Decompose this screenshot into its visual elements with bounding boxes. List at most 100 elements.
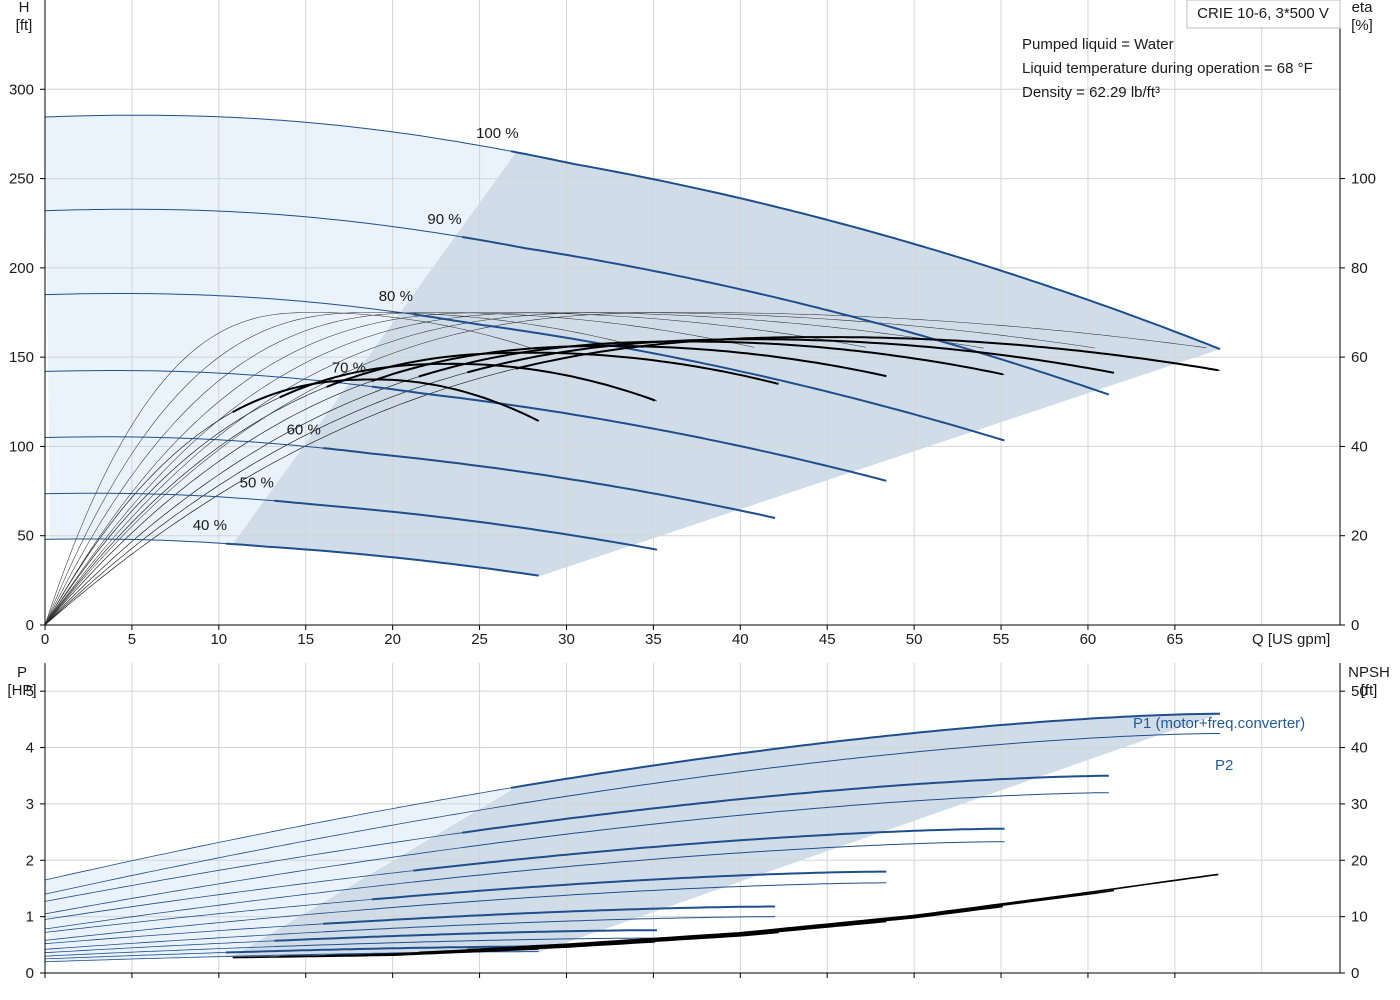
info-line-liquid: Pumped liquid = Water [1022, 36, 1174, 53]
p1-curve-thick [225, 945, 539, 954]
head-curve-thin [44, 208, 463, 238]
head-curve-label: 40 % [193, 517, 227, 534]
p1-curve-thick [510, 712, 1221, 789]
y-tick-label-left-top: 250 [9, 171, 34, 188]
y-right-label-bottom-2: [ft] [1361, 682, 1378, 699]
y-tick-label-left-top: 50 [17, 528, 34, 545]
y-tick-label-left-top: 0 [26, 617, 34, 634]
y-tick-label-left-bottom: 5 [26, 683, 34, 700]
p2-curve-thick [371, 882, 887, 910]
x-tick-label: 35 [645, 631, 662, 648]
eta-iso-thin-curve [44, 312, 984, 626]
y-tick-label-left-bottom: 2 [26, 852, 34, 869]
head-curve-thin [44, 370, 372, 388]
y-tick-label-right-top: 40 [1351, 438, 1368, 455]
x-tick-label: 25 [471, 631, 488, 648]
p2-curve-thick [462, 792, 1109, 849]
npsh-curve [232, 948, 539, 959]
head-curve-label: 90 % [427, 211, 461, 228]
x-tick-label: 10 [210, 631, 227, 648]
x-tick-label: 30 [558, 631, 575, 648]
p2-curve-thin [44, 908, 372, 941]
chart-overlay: CRIE 10-6, 3*500 V Pumped liquid = Water… [7, 0, 1390, 774]
x-tick-label: 65 [1167, 631, 1184, 648]
head-curve-thick [225, 542, 539, 577]
y-tick-label-right-bottom: 10 [1351, 909, 1368, 926]
head-curve-thick [371, 385, 887, 482]
y-tick-label-left-bottom: 0 [26, 965, 34, 982]
y-left-label-top-2: [ft] [16, 17, 33, 34]
y-tick-label-right-bottom: 40 [1351, 740, 1368, 757]
p1-curve-thick [371, 870, 887, 901]
y-right-label-top-1: eta [1352, 0, 1374, 16]
y-tick-label-left-bottom: 1 [26, 909, 34, 926]
eta-iso-thin-curve [44, 312, 1095, 626]
p1-curve-thin [44, 923, 324, 945]
eta-iso-thin-curve [44, 312, 644, 626]
y-tick-label-right-top: 20 [1351, 528, 1368, 545]
light-region [45, 115, 517, 545]
y-tick-label-right-top: 0 [1351, 617, 1359, 634]
info-line-density: Density = 62.29 lb/ft³ [1022, 84, 1160, 101]
y-left-label-top-1: H [19, 0, 30, 16]
x-tick-label: 50 [906, 631, 923, 648]
head-curve-thick [413, 313, 1005, 442]
eta-iso-thin-curve [44, 312, 866, 626]
model-label: CRIE 10-6, 3*500 V [1197, 5, 1329, 22]
head-curve-label: 50 % [240, 474, 274, 491]
head-curve-thin [44, 436, 324, 449]
y-tick-label-right-top: 100 [1351, 171, 1376, 188]
head-curve-thin [44, 492, 275, 502]
x-tick-label: 40 [732, 631, 749, 648]
p1-curve-thick [462, 774, 1109, 834]
x-tick-label: 60 [1080, 631, 1097, 648]
y-tick-label-right-bottom: 0 [1351, 965, 1359, 982]
head-efficiency-panel: 100 %90 %80 %70 %60 %50 %40 %0 5 10 15 20 25 3… [9, 0, 1376, 648]
head-curve-thin [44, 293, 414, 315]
p2-curve-thin [44, 931, 324, 950]
y-left-label-bottom-1: P [17, 664, 27, 681]
eta-curve [371, 345, 887, 383]
x-tick-label: 0 [41, 631, 49, 648]
eta-iso-thin-curve [44, 312, 532, 626]
y-left-label-bottom-2: [HP] [7, 682, 36, 699]
y-tick-label-left-top: 200 [9, 260, 34, 277]
eta-curve [467, 338, 1115, 374]
head-curve-thick [323, 447, 776, 519]
x-tick-label: 20 [384, 631, 401, 648]
x-tick-label: 15 [297, 631, 314, 648]
eta-iso-thin-curve [44, 312, 755, 626]
y-tick-label-right-bottom: 50 [1351, 683, 1368, 700]
x-tick-label: 5 [128, 631, 136, 648]
info-line-temperature: Liquid temperature during operation = 68… [1022, 60, 1313, 77]
y-tick-label-right-top: 80 [1351, 260, 1368, 277]
eta-curve [232, 378, 540, 422]
p1-curve-thin [44, 899, 372, 933]
p2-curve-thick [274, 937, 657, 948]
model-box [1186, 0, 1341, 29]
y-tick-label-left-top: 150 [9, 349, 34, 366]
head-curve-label: 80 % [379, 288, 413, 305]
p1-curve-thin [44, 832, 463, 902]
p1-curve-thick [274, 929, 657, 942]
y-tick-label-left-top: 300 [9, 81, 34, 98]
eta-curve [326, 351, 779, 388]
p2-curve-thin [44, 946, 275, 957]
y-tick-label-right-bottom: 20 [1351, 852, 1368, 869]
y-tick-label-left-top: 100 [9, 438, 34, 455]
p2-curve-thick [323, 916, 776, 933]
head-curve-label: 60 % [287, 421, 321, 438]
p2-curve-thin [44, 881, 414, 930]
y-tick-label-left-bottom: 3 [26, 796, 34, 813]
eta-curve [515, 336, 1219, 372]
p1-curve-thin [44, 940, 275, 954]
p2-curve-thin [44, 956, 226, 963]
legend-p1: P1 (motor+freq.converter) [1133, 715, 1305, 732]
head-curve-label: 100 % [476, 125, 519, 142]
p2-curve-thin [44, 847, 463, 915]
x-tick-label: 55 [993, 631, 1010, 648]
legend-p2: P2 [1215, 757, 1233, 774]
p1-curve-thin [44, 787, 511, 881]
